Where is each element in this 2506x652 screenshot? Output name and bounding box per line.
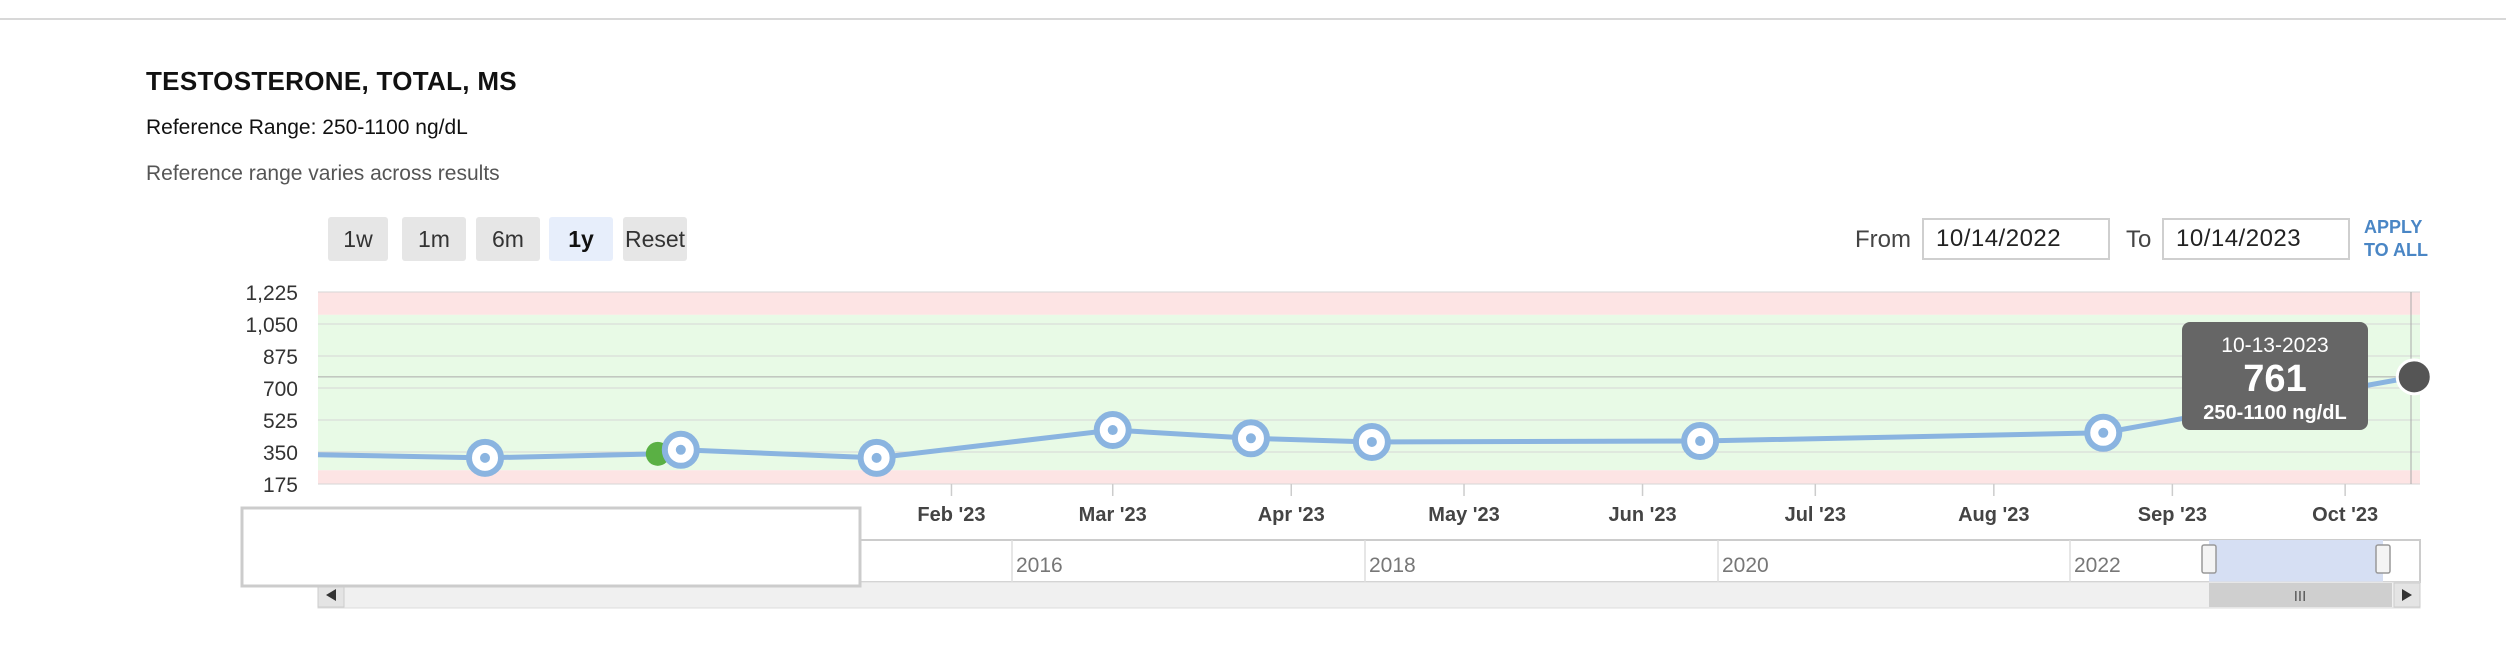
y-tick-label: 350 <box>263 442 298 465</box>
tooltip-value: 761 <box>2243 358 2306 400</box>
tooltip-range: 250-1100 ng/dL <box>2203 402 2346 424</box>
tooltip-box <box>2182 322 2368 430</box>
x-axis-ticks: Feb '23 Mar '23 Apr '23 May '23 Jun '23 Jul '… <box>917 484 2378 526</box>
y-tick-label: 700 <box>263 378 298 401</box>
data-point-center <box>1366 436 1377 447</box>
range-button-6m[interactable]: 6m <box>476 217 540 261</box>
data-point-center <box>480 452 491 463</box>
navigator-right-handle[interactable] <box>2375 544 2391 574</box>
data-point-center <box>1695 436 1706 447</box>
range-button-1m[interactable]: 1m <box>402 217 466 261</box>
x-tick-label: Jun '23 <box>1608 504 1676 526</box>
x-tick-label: Apr '23 <box>1258 504 1325 526</box>
low-range-band <box>318 470 2420 484</box>
scroll-right-arrow-icon <box>2402 589 2412 601</box>
page-title: TESTOSTERONE, TOTAL, MS <box>146 66 517 96</box>
reference-range-note: Reference range varies across results <box>146 162 500 185</box>
navigator: 2016 2018 2020 2022 III <box>240 506 2421 609</box>
scrollbar-track <box>317 581 2421 609</box>
x-tick-label: Jul '23 <box>1785 504 1846 526</box>
data-point-center <box>871 452 882 463</box>
navigator-year-label: 2018 <box>1369 554 1416 577</box>
y-axis-ticks: 1,225 1,050 875 700 525 350 175 <box>245 282 298 497</box>
y-tick-label: 525 <box>263 410 298 433</box>
apply-to-all-link[interactable]: APPLY TO ALL <box>2364 216 2428 262</box>
data-point-center <box>1107 425 1118 436</box>
navigator-year-label: 2020 <box>1722 554 1769 577</box>
apply-label-line1: APPLY <box>2364 217 2423 237</box>
from-date-input[interactable] <box>1922 218 2110 260</box>
to-label: To <box>2126 226 2152 253</box>
x-tick-label: Aug '23 <box>1958 504 2029 526</box>
x-tick-label: Oct '23 <box>2312 504 2378 526</box>
navigator-selection[interactable] <box>2209 540 2383 582</box>
range-button-reset[interactable]: Reset <box>623 217 687 261</box>
from-label: From <box>1855 226 1911 253</box>
top-divider <box>0 18 2506 20</box>
navigator-year-label: 2016 <box>1016 554 1063 577</box>
data-point-selected[interactable] <box>2395 358 2433 396</box>
apply-label-line2: TO ALL <box>2364 240 2428 260</box>
x-tick-label: Mar '23 <box>1079 504 1147 526</box>
range-button-1w[interactable]: 1w <box>328 217 388 261</box>
y-tick-label: 1,050 <box>245 314 298 337</box>
y-tick-label: 875 <box>263 346 298 369</box>
range-button-1y[interactable]: 1y <box>549 217 613 261</box>
blank-overlay-box <box>240 506 862 588</box>
scrollbar-thumb[interactable] <box>2209 583 2392 607</box>
tooltip-date: 10-13-2023 <box>2221 334 2328 357</box>
x-tick-label: Feb '23 <box>917 504 985 526</box>
x-tick-label: Sep '23 <box>2138 504 2207 526</box>
navigator-year-label: 2022 <box>2074 554 2121 577</box>
series-layer <box>317 358 2433 477</box>
navigator-left-handle[interactable] <box>2201 544 2217 574</box>
x-tick-label: May '23 <box>1428 504 1499 526</box>
high-range-band <box>318 292 2420 315</box>
to-date-input[interactable] <box>2162 218 2350 260</box>
y-tick-label: 175 <box>263 474 298 497</box>
scrollbar-grip: III <box>2294 588 2307 605</box>
y-tick-label: 1,225 <box>245 282 298 305</box>
scroll-left-arrow-icon <box>326 589 336 601</box>
reference-range-text: Reference Range: 250-1100 ng/dL <box>146 116 468 139</box>
data-point-center <box>675 444 686 455</box>
data-point-center <box>1245 433 1256 444</box>
data-point-center <box>2098 427 2109 438</box>
